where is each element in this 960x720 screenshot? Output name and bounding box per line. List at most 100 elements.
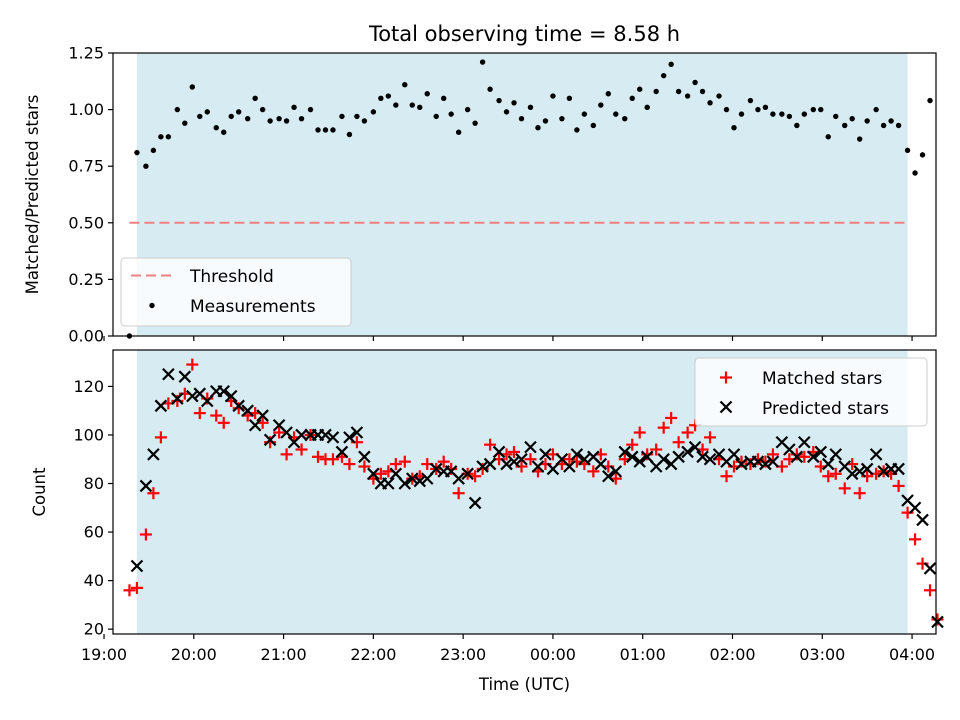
measurement-point — [307, 106, 314, 113]
predicted-stars-point — [727, 448, 741, 461]
legend-measurements-swatch — [149, 302, 155, 309]
matched-stars-point — [931, 613, 944, 626]
measurement-point — [566, 95, 573, 101]
bottom-y-tick-label: 40 — [84, 571, 104, 590]
measurement-point — [723, 106, 730, 113]
predicted-stars-point — [200, 394, 214, 408]
matched-stars-point — [838, 482, 851, 495]
predicted-stars-point — [389, 467, 403, 481]
predicted-stars-point — [916, 513, 929, 527]
predicted-stars-point — [657, 452, 670, 466]
matched-stars-point — [232, 402, 245, 415]
top-y-tick-label: 0.00 — [68, 327, 104, 346]
predicted-stars-point — [295, 428, 308, 442]
x-tick-label: 00:00 — [530, 645, 576, 664]
measurement-point — [559, 115, 565, 122]
predicted-stars-point — [241, 404, 254, 417]
measurement-point — [235, 109, 242, 115]
measurement-point — [605, 91, 611, 97]
predicted-stars-point — [696, 450, 709, 464]
predicted-stars-point — [908, 501, 922, 515]
measurement-point — [637, 86, 643, 92]
measurement-point — [503, 109, 510, 115]
measurement-point — [598, 102, 604, 108]
top-y-ticks: 0.00 0.25 0.50 0.75 1.00 1.25 — [68, 44, 113, 346]
measurement-point — [660, 72, 667, 79]
measurement-point — [762, 104, 769, 111]
measurement-point — [684, 93, 691, 99]
predicted-stars-point — [625, 450, 639, 464]
measurement-point — [370, 109, 377, 115]
matched-stars-point — [273, 426, 286, 439]
bottom-legend: Matched stars Predicted stars — [694, 357, 928, 427]
predicted-stars-point — [398, 477, 412, 490]
predicted-stars-point — [147, 448, 160, 461]
predicted-stars-point — [367, 467, 380, 481]
measurement-point — [856, 136, 863, 142]
predicted-stars-point — [154, 399, 168, 413]
predicted-stars-point — [578, 452, 591, 466]
matched-stars-point — [853, 487, 866, 500]
legend-predicted-label: Predicted stars — [762, 399, 889, 419]
measurement-point — [622, 115, 628, 122]
predicted-stars-series — [130, 367, 944, 629]
top-y-axis-label: Matched/Predicted stars — [23, 95, 42, 295]
predicted-stars-point — [751, 455, 765, 468]
x-tick-label: 21:00 — [261, 645, 307, 664]
measurement-point — [833, 113, 839, 120]
measurement-point — [912, 170, 918, 176]
predicted-stars-point — [845, 467, 859, 481]
matched-stars-point — [641, 448, 654, 461]
predicted-stars-point — [326, 431, 340, 444]
matched-stars-point — [154, 431, 167, 444]
measurement-point — [433, 113, 439, 120]
bottom-y-ticks: 20 40 60 80 100 120 — [73, 377, 113, 639]
measurement-point — [818, 106, 824, 113]
matched-stars-point — [508, 445, 521, 458]
measurement-point — [150, 147, 157, 154]
measurement-point — [143, 163, 149, 169]
measurement-point — [770, 111, 776, 117]
measurement-point — [409, 102, 415, 108]
predicted-stars-point — [633, 455, 646, 468]
measurement-point — [221, 129, 227, 135]
matched-stars-point — [398, 455, 411, 468]
predicted-stars-point — [877, 465, 890, 478]
legend-predicted-swatch — [719, 400, 733, 414]
matched-stars-point — [123, 584, 136, 597]
predicted-stars-point — [570, 448, 584, 461]
predicted-stars-point — [735, 457, 748, 471]
top-y-tick-label: 0.75 — [68, 157, 104, 176]
predicted-stars-point — [461, 467, 474, 481]
measurement-point — [873, 106, 879, 113]
predicted-stars-point — [759, 457, 772, 471]
bottom-y-tick-label: 60 — [84, 523, 104, 542]
measurement-point — [479, 59, 486, 65]
predicted-stars-point — [681, 445, 694, 459]
matched-stars-point — [524, 453, 537, 466]
measurement-point — [378, 95, 384, 101]
matched-stars-point — [186, 358, 199, 371]
measurement-point — [354, 113, 360, 120]
measurement-point — [535, 125, 541, 131]
measurement-point — [165, 134, 172, 140]
x-tick-label: 03:00 — [799, 645, 845, 664]
predicted-stars-point — [248, 418, 262, 432]
top-x-ticks — [103, 336, 913, 341]
matched-stars-point — [735, 455, 748, 468]
matched-stars-point — [681, 426, 694, 439]
measurement-point — [707, 100, 713, 106]
matched-stars-point — [704, 431, 717, 444]
measurement-point — [927, 97, 933, 104]
predicted-stars-point — [139, 479, 153, 493]
predicted-stars-point — [350, 426, 364, 439]
matched-stars-point — [437, 455, 450, 468]
matched-stars-point — [217, 416, 230, 429]
measurement-point — [291, 104, 297, 111]
measurement-point — [322, 127, 329, 133]
predicted-stars-point — [672, 450, 685, 464]
predicted-stars-point — [640, 450, 654, 464]
measurement-point — [653, 88, 659, 95]
predicted-stars-point — [602, 469, 615, 483]
